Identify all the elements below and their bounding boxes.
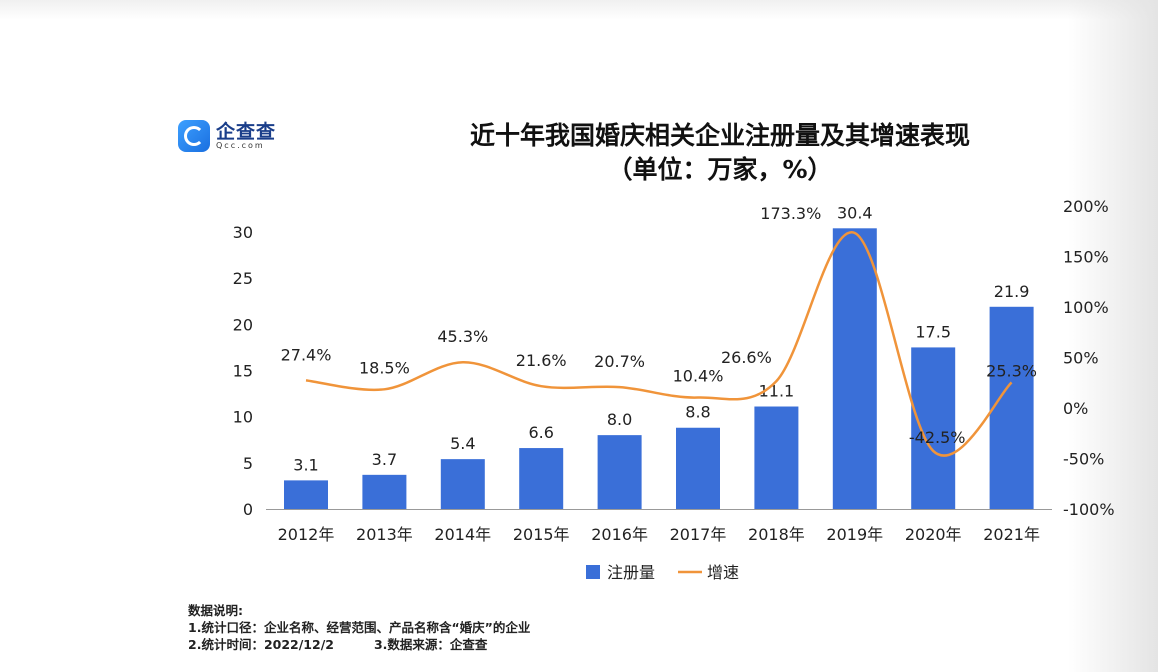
legend-bar-swatch — [586, 565, 600, 579]
page-edge-shadow — [1068, 0, 1158, 672]
bar — [440, 459, 485, 509]
bar — [989, 306, 1034, 509]
bar-value-label: 8.0 — [607, 410, 632, 429]
x-tick-label: 2014年 — [434, 525, 491, 544]
left-tick-label: 10 — [233, 408, 253, 427]
growth-value-label: 173.3% — [760, 204, 821, 223]
right-tick-label: 0% — [1063, 399, 1088, 418]
bar — [911, 347, 956, 509]
growth-value-label: -42.5% — [909, 428, 966, 447]
logo-name: 企查查 — [216, 120, 277, 143]
bar-value-label: 5.4 — [450, 434, 475, 453]
chart-title: 近十年我国婚庆相关企业注册量及其增速表现 — [469, 121, 970, 150]
qcc-logo-icon — [178, 120, 210, 152]
growth-value-label: 18.5% — [359, 358, 410, 377]
bar-value-label: 8.8 — [685, 403, 710, 422]
bar-value-label: 6.6 — [528, 423, 553, 442]
bar — [832, 228, 877, 509]
top-shade — [0, 0, 1158, 20]
x-tick-label: 2017年 — [670, 525, 727, 544]
bar-value-label: 30.4 — [837, 203, 873, 222]
logo-url: Qcc.com — [216, 140, 265, 150]
growth-value-label: 20.7% — [594, 352, 645, 371]
growth-value-label: 25.3% — [986, 361, 1037, 380]
notes-line2b: 3.数据来源：企查查 — [373, 637, 488, 652]
x-tick-label: 2020年 — [905, 525, 962, 544]
qcc-logo: 企查查 Qcc.com — [178, 120, 276, 152]
right-tick-label: -100% — [1063, 500, 1115, 519]
growth-value-label: 27.4% — [281, 345, 332, 364]
x-tick-label: 2012年 — [278, 525, 335, 544]
left-tick-label: 0 — [243, 500, 253, 519]
data-notes: 数据说明: 1.统计口径：企业名称、经营范围、产品名称含“婚庆”的企业 2.统计… — [188, 602, 530, 653]
x-tick-label: 2015年 — [513, 525, 570, 544]
left-tick-label: 20 — [233, 315, 253, 334]
x-tick-label: 2018年 — [748, 525, 805, 544]
chart-subtitle: （单位：万家，%） — [607, 155, 833, 184]
legend-line-label: 增速 — [707, 563, 739, 582]
x-tick-label: 2016年 — [591, 525, 648, 544]
bar-value-label: 3.7 — [372, 450, 397, 469]
growth-line — [305, 231, 1013, 457]
bar-value-label: 17.5 — [915, 322, 951, 341]
bar-value-label: 11.1 — [759, 382, 795, 401]
left-tick-label: 25 — [233, 269, 253, 288]
bar — [284, 480, 328, 509]
right-tick-label: 150% — [1063, 248, 1109, 267]
x-tick-label: 2013年 — [356, 525, 413, 544]
growth-value-label: 21.6% — [516, 351, 567, 370]
x-tick-label: 2021年 — [983, 525, 1040, 544]
bar — [676, 427, 720, 509]
growth-value-label: 45.3% — [437, 327, 488, 346]
bar — [754, 406, 799, 509]
notes-heading: 数据说明: — [188, 603, 243, 618]
growth-value-label: 10.4% — [673, 366, 724, 385]
right-tick-label: 50% — [1063, 349, 1099, 368]
bar — [362, 474, 407, 509]
x-tick-label: 2019年 — [826, 525, 883, 544]
legend-bar-label: 注册量 — [607, 563, 655, 582]
bar — [519, 448, 564, 509]
bar — [597, 435, 642, 509]
notes-line2a: 2.统计时间：2022/12/2 — [188, 637, 334, 652]
right-tick-label: 200% — [1063, 197, 1109, 216]
left-tick-label: 15 — [233, 362, 253, 381]
left-tick-label: 5 — [243, 454, 253, 473]
left-tick-label: 30 — [233, 223, 253, 242]
right-tick-label: -50% — [1063, 450, 1104, 469]
right-tick-label: 100% — [1063, 298, 1109, 317]
bar-value-label: 3.1 — [293, 455, 318, 474]
notes-line1: 1.统计口径：企业名称、经营范围、产品名称含“婚庆”的企业 — [188, 620, 531, 635]
growth-value-label: 26.6% — [721, 348, 772, 367]
bar-value-label: 21.9 — [994, 282, 1030, 301]
